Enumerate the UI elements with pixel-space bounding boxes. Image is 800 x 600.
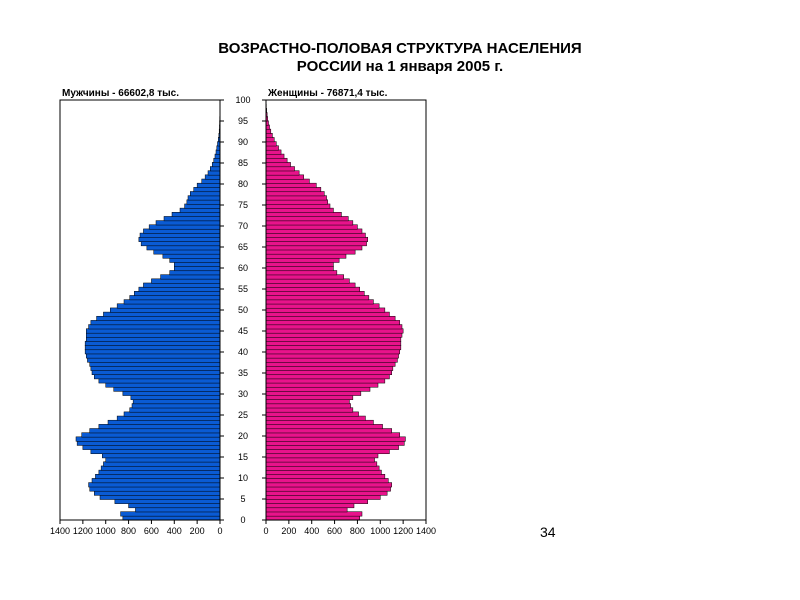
svg-text:800: 800 bbox=[350, 526, 365, 536]
svg-text:1000: 1000 bbox=[96, 526, 116, 536]
svg-text:75: 75 bbox=[238, 200, 248, 210]
svg-text:0: 0 bbox=[240, 515, 245, 525]
svg-text:85: 85 bbox=[238, 158, 248, 168]
svg-text:25: 25 bbox=[238, 410, 248, 420]
svg-text:1200: 1200 bbox=[73, 526, 93, 536]
svg-text:20: 20 bbox=[238, 431, 248, 441]
svg-text:65: 65 bbox=[238, 242, 248, 252]
svg-text:100: 100 bbox=[235, 95, 250, 105]
svg-text:200: 200 bbox=[281, 526, 296, 536]
svg-text:40: 40 bbox=[238, 347, 248, 357]
svg-text:45: 45 bbox=[238, 326, 248, 336]
svg-text:1400: 1400 bbox=[416, 526, 436, 536]
svg-text:1200: 1200 bbox=[393, 526, 413, 536]
svg-text:0: 0 bbox=[217, 526, 222, 536]
svg-text:400: 400 bbox=[167, 526, 182, 536]
svg-text:30: 30 bbox=[238, 389, 248, 399]
svg-text:10: 10 bbox=[238, 473, 248, 483]
svg-text:0: 0 bbox=[263, 526, 268, 536]
svg-text:90: 90 bbox=[238, 137, 248, 147]
svg-text:55: 55 bbox=[238, 284, 248, 294]
svg-text:1000: 1000 bbox=[370, 526, 390, 536]
svg-text:400: 400 bbox=[304, 526, 319, 536]
svg-text:1400: 1400 bbox=[50, 526, 70, 536]
svg-text:600: 600 bbox=[327, 526, 342, 536]
svg-text:15: 15 bbox=[238, 452, 248, 462]
svg-text:5: 5 bbox=[240, 494, 245, 504]
svg-text:80: 80 bbox=[238, 179, 248, 189]
svg-text:70: 70 bbox=[238, 221, 248, 231]
svg-text:35: 35 bbox=[238, 368, 248, 378]
svg-text:95: 95 bbox=[238, 116, 248, 126]
svg-text:600: 600 bbox=[144, 526, 159, 536]
svg-text:200: 200 bbox=[190, 526, 205, 536]
svg-text:60: 60 bbox=[238, 263, 248, 273]
population-pyramid-chart: 0020020040040060060080080010001000120012… bbox=[0, 0, 800, 600]
svg-text:50: 50 bbox=[238, 305, 248, 315]
svg-text:800: 800 bbox=[121, 526, 136, 536]
